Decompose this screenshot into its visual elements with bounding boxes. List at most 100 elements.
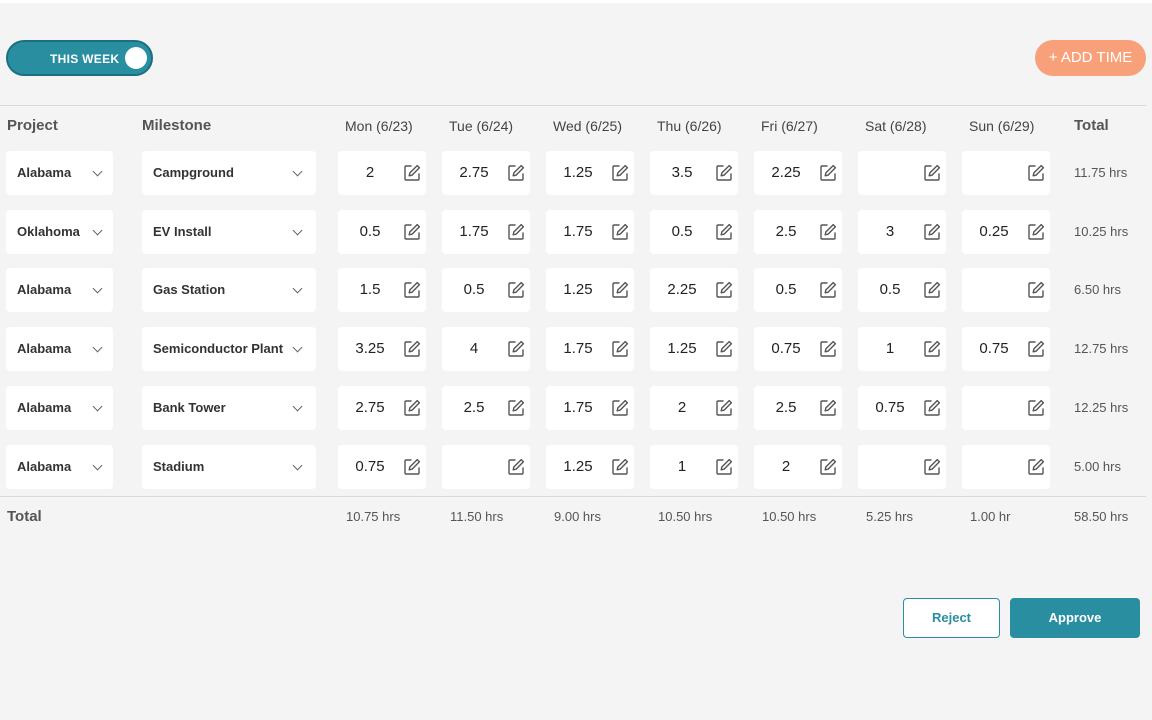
edit-pencil-icon[interactable] (402, 457, 422, 477)
edit-pencil-icon[interactable] (402, 339, 422, 359)
edit-pencil-icon[interactable] (818, 339, 838, 359)
edit-pencil-icon[interactable] (610, 222, 630, 242)
edit-pencil-icon[interactable] (610, 280, 630, 300)
edit-pencil-icon[interactable] (506, 339, 526, 359)
milestone-select[interactable]: EV Install (142, 210, 316, 254)
edit-pencil-icon[interactable] (818, 163, 838, 183)
reject-button[interactable]: Reject (903, 598, 1000, 638)
hours-cell[interactable]: 2.75 (338, 386, 426, 430)
hours-cell[interactable]: 0.5 (754, 268, 842, 312)
edit-pencil-icon[interactable] (714, 280, 734, 300)
hours-cell[interactable]: 2.5 (754, 210, 842, 254)
edit-pencil-icon[interactable] (506, 398, 526, 418)
edit-pencil-icon[interactable] (714, 222, 734, 242)
project-select[interactable]: Alabama (6, 268, 113, 312)
project-select[interactable]: Oklahoma (6, 210, 113, 254)
edit-pencil-icon[interactable] (610, 339, 630, 359)
hours-cell[interactable] (442, 445, 530, 489)
hours-cell[interactable]: 2.25 (650, 268, 738, 312)
edit-pencil-icon[interactable] (922, 398, 942, 418)
project-select[interactable]: Alabama (6, 151, 113, 195)
edit-pencil-icon[interactable] (610, 398, 630, 418)
edit-pencil-icon[interactable] (1026, 339, 1046, 359)
project-select[interactable]: Alabama (6, 386, 113, 430)
hours-cell[interactable]: 0.75 (858, 386, 946, 430)
hours-cell[interactable]: 4 (442, 327, 530, 371)
milestone-select[interactable]: Bank Tower (142, 386, 316, 430)
edit-pencil-icon[interactable] (506, 457, 526, 477)
this-week-toggle[interactable]: THIS WEEK (6, 40, 153, 76)
hours-cell[interactable]: 1.75 (442, 210, 530, 254)
hours-cell[interactable]: 0.75 (754, 327, 842, 371)
edit-pencil-icon[interactable] (818, 457, 838, 477)
milestone-select[interactable]: Campground (142, 151, 316, 195)
hours-cell[interactable]: 1 (650, 445, 738, 489)
hours-cell[interactable]: 2.5 (754, 386, 842, 430)
hours-cell[interactable] (962, 445, 1050, 489)
add-time-button[interactable]: + ADD TIME (1035, 40, 1146, 76)
hours-cell[interactable]: 2 (754, 445, 842, 489)
hours-cell[interactable]: 0.5 (442, 268, 530, 312)
hours-cell[interactable]: 1.75 (546, 386, 634, 430)
hours-cell[interactable]: 2 (650, 386, 738, 430)
hours-cell[interactable]: 1.25 (546, 445, 634, 489)
approve-button[interactable]: Approve (1010, 598, 1140, 638)
edit-pencil-icon[interactable] (506, 163, 526, 183)
edit-pencil-icon[interactable] (922, 280, 942, 300)
edit-pencil-icon[interactable] (402, 163, 422, 183)
edit-pencil-icon[interactable] (818, 398, 838, 418)
hours-cell[interactable]: 1.5 (338, 268, 426, 312)
hours-cell[interactable]: 0.5 (650, 210, 738, 254)
edit-pencil-icon[interactable] (818, 280, 838, 300)
milestone-select[interactable]: Gas Station (142, 268, 316, 312)
edit-pencil-icon[interactable] (714, 398, 734, 418)
hours-cell[interactable]: 1.25 (546, 151, 634, 195)
edit-pencil-icon[interactable] (402, 398, 422, 418)
edit-pencil-icon[interactable] (818, 222, 838, 242)
edit-pencil-icon[interactable] (506, 280, 526, 300)
edit-pencil-icon[interactable] (714, 339, 734, 359)
hours-cell[interactable]: 0.75 (338, 445, 426, 489)
edit-pencil-icon[interactable] (506, 222, 526, 242)
project-select[interactable]: Alabama (6, 445, 113, 489)
hours-cell[interactable]: 2.75 (442, 151, 530, 195)
edit-pencil-icon[interactable] (402, 280, 422, 300)
hours-cell[interactable]: 2.25 (754, 151, 842, 195)
edit-pencil-icon[interactable] (610, 163, 630, 183)
milestone-select[interactable]: Semiconductor Plant (142, 327, 316, 371)
hours-cell[interactable]: 1.75 (546, 327, 634, 371)
hours-cell[interactable]: 2 (338, 151, 426, 195)
hours-cell[interactable]: 2.5 (442, 386, 530, 430)
hours-cell[interactable] (858, 445, 946, 489)
hours-cell[interactable]: 3.5 (650, 151, 738, 195)
edit-pencil-icon[interactable] (1026, 163, 1046, 183)
hours-cell[interactable]: 0.25 (962, 210, 1050, 254)
hours-cell[interactable] (962, 268, 1050, 312)
hours-cell[interactable] (962, 151, 1050, 195)
hours-cell[interactable] (858, 151, 946, 195)
edit-pencil-icon[interactable] (922, 222, 942, 242)
hours-cell[interactable]: 1.75 (546, 210, 634, 254)
hours-cell[interactable]: 3 (858, 210, 946, 254)
edit-pencil-icon[interactable] (610, 457, 630, 477)
edit-pencil-icon[interactable] (1026, 457, 1046, 477)
project-select[interactable]: Alabama (6, 327, 113, 371)
hours-cell[interactable]: 1 (858, 327, 946, 371)
edit-pencil-icon[interactable] (1026, 222, 1046, 242)
edit-pencil-icon[interactable] (714, 163, 734, 183)
milestone-select[interactable]: Stadium (142, 445, 316, 489)
hours-cell[interactable]: 1.25 (546, 268, 634, 312)
edit-pencil-icon[interactable] (714, 457, 734, 477)
hours-cell[interactable] (962, 386, 1050, 430)
edit-pencil-icon[interactable] (922, 457, 942, 477)
hours-cell[interactable]: 1.25 (650, 327, 738, 371)
edit-pencil-icon[interactable] (402, 222, 422, 242)
edit-pencil-icon[interactable] (922, 163, 942, 183)
edit-pencil-icon[interactable] (922, 339, 942, 359)
hours-cell[interactable]: 0.5 (858, 268, 946, 312)
edit-pencil-icon[interactable] (1026, 280, 1046, 300)
hours-cell[interactable]: 0.75 (962, 327, 1050, 371)
hours-cell[interactable]: 3.25 (338, 327, 426, 371)
hours-cell[interactable]: 0.5 (338, 210, 426, 254)
edit-pencil-icon[interactable] (1026, 398, 1046, 418)
